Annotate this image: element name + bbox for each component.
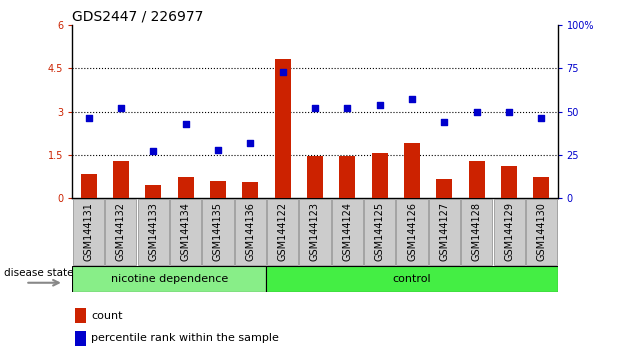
Bar [210,181,226,198]
Text: nicotine dependence: nicotine dependence [111,274,228,284]
Bar [76,308,86,323]
Bar [404,143,420,198]
Text: GSM144134: GSM144134 [181,202,191,261]
Text: GSM144124: GSM144124 [342,202,352,261]
Text: GSM144126: GSM144126 [407,202,417,261]
Bar [178,177,194,198]
FancyBboxPatch shape [526,199,557,265]
Bar [469,161,485,198]
Point [407,97,417,102]
Bar [501,166,517,198]
Point [116,105,126,111]
Text: GSM144127: GSM144127 [439,202,449,262]
Point [148,149,158,154]
Bar [242,182,258,198]
FancyBboxPatch shape [170,199,201,265]
FancyBboxPatch shape [396,199,428,265]
Text: GSM144122: GSM144122 [278,202,288,262]
Text: GSM144135: GSM144135 [213,202,223,261]
FancyBboxPatch shape [429,199,460,265]
Text: GSM144129: GSM144129 [504,202,514,261]
FancyBboxPatch shape [72,266,266,292]
Text: count: count [91,311,123,321]
Bar [145,185,161,198]
Bar [81,174,97,198]
Text: GDS2447 / 226977: GDS2447 / 226977 [72,10,204,24]
FancyBboxPatch shape [105,199,137,265]
Point [213,147,223,153]
Point [310,105,320,111]
FancyBboxPatch shape [202,199,234,265]
Text: disease state: disease state [4,268,73,278]
FancyBboxPatch shape [332,199,363,265]
Bar [76,331,86,346]
Text: percentile rank within the sample: percentile rank within the sample [91,333,279,343]
Point [84,116,94,121]
Bar [339,156,355,198]
Bar [436,179,452,198]
Point [375,102,385,107]
Bar [372,153,387,198]
FancyBboxPatch shape [364,199,395,265]
Bar [275,59,291,198]
Point [439,119,449,125]
FancyBboxPatch shape [299,199,331,265]
Point [278,69,288,74]
Bar [113,161,129,198]
Bar [533,177,549,198]
Text: control: control [392,274,432,284]
FancyBboxPatch shape [493,199,525,265]
FancyBboxPatch shape [138,199,169,265]
Text: GSM144128: GSM144128 [472,202,482,261]
FancyBboxPatch shape [267,199,298,265]
FancyBboxPatch shape [235,199,266,265]
Text: GSM144123: GSM144123 [310,202,320,261]
FancyBboxPatch shape [461,199,492,265]
Text: GSM144136: GSM144136 [245,202,255,261]
Point [342,105,352,111]
Point [245,140,255,145]
Text: GSM144133: GSM144133 [148,202,158,261]
Text: GSM144130: GSM144130 [536,202,546,261]
Bar [307,156,323,198]
Text: GSM144132: GSM144132 [116,202,126,261]
Point [536,116,546,121]
Text: GSM144125: GSM144125 [375,202,385,262]
Text: GSM144131: GSM144131 [84,202,94,261]
Point [504,109,514,114]
Point [472,109,482,114]
FancyBboxPatch shape [73,199,104,265]
Point [181,121,191,126]
FancyBboxPatch shape [266,266,558,292]
